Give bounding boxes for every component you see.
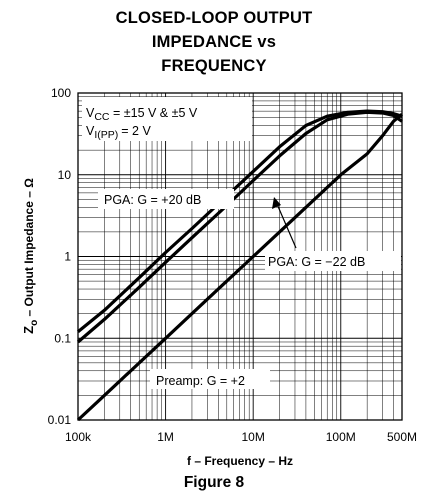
vi-value: = 2 V [121,124,151,138]
vi-condition: VI(PP) = 2 V [86,124,151,141]
plot-frame [77,92,403,421]
x-tick-label: 1M [157,430,174,444]
y-tick-label: 0.01 [48,413,72,427]
series-line-2 [76,112,404,422]
chart-title-line-3: FREQUENCY [161,57,267,75]
y-axis-rest: – Output Impedance – Ω [22,178,36,320]
y-tick-label: 0.1 [54,331,71,345]
y-axis-symbol: Z [21,326,36,334]
label-preamp-g2: Preamp: G = +2 [156,374,245,388]
x-axis-title: f – Frequency – Hz [187,454,293,468]
y-tick-labels: 100 10 1 0.1 0.01 [48,86,72,427]
label-pga-plus20db: PGA: G = +20 dB [104,193,201,207]
x-tick-label: 100k [65,430,92,444]
y-tick-label: 100 [51,86,71,100]
label-pga-minus22db: PGA: G = −22 dB [268,255,365,269]
arrow-shaft [276,203,297,249]
label-bg-pga-22 [265,251,401,271]
label-bg-pga20 [98,189,234,209]
vi-symbol: V [86,124,95,138]
x-tick-label: 500M [387,430,417,444]
chart-title-line-2: IMPEDANCE vs [151,33,277,51]
chart-title-line-1: CLOSED-LOOP OUTPUT [115,9,313,27]
y-tick-label: 1 [64,250,71,264]
y-axis-title: Zo – Output Impedance – Ω [21,178,40,334]
conditions-box [82,97,252,141]
vcc-subscript: CC [94,111,110,123]
vcc-value: = ±15 V & ±5 V [110,106,198,120]
label-bg-preamp [150,369,270,389]
figure-caption: Figure 8 [183,474,245,491]
x-tick-label: 10M [242,430,265,444]
x-tick-label: 100M [326,430,356,444]
series-layer [76,109,404,422]
vcc-condition: VCC = ±15 V & ±5 V [86,106,198,123]
vcc-symbol: V [86,106,95,120]
y-tick-label: 10 [58,168,72,182]
arrow-head [272,197,281,209]
series-line-1 [76,110,403,344]
vi-subscript: I(PP) [94,129,118,141]
x-tick-labels: 100k 1M 10M 100M 500M [65,430,417,444]
y-axis-subscript: o [29,320,40,326]
